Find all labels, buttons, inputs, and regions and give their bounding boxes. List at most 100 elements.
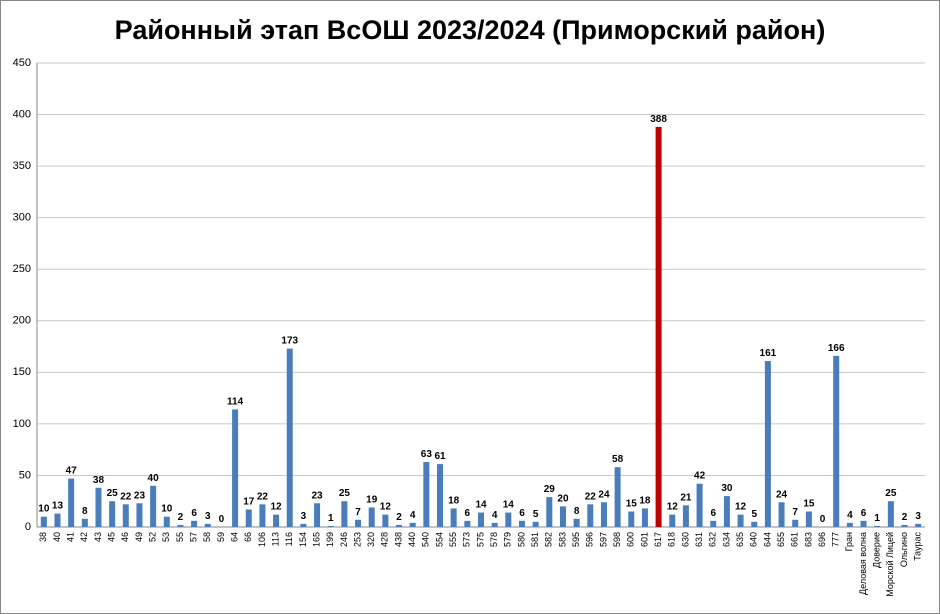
value-label: 29	[544, 484, 556, 495]
value-label: 20	[557, 493, 569, 504]
value-label: 3	[301, 511, 307, 522]
value-label: 23	[134, 490, 146, 501]
value-label: 23	[311, 490, 323, 501]
value-label: 22	[120, 491, 132, 502]
bar	[600, 502, 607, 527]
value-label: 6	[861, 508, 867, 519]
value-label: 166	[828, 343, 845, 354]
value-label: 3	[915, 511, 921, 522]
x-tick-label: 428	[380, 532, 390, 547]
value-label: 15	[626, 499, 638, 510]
value-label: 17	[243, 496, 255, 507]
bar	[163, 516, 170, 527]
x-tick-label: 578	[489, 532, 499, 547]
x-tick-label: Таурас	[913, 532, 923, 561]
bar	[122, 504, 129, 527]
value-label: 42	[694, 471, 706, 482]
bar	[437, 464, 444, 527]
bar	[491, 522, 498, 527]
bar	[723, 496, 730, 527]
x-tick-label: 540	[421, 532, 431, 547]
value-label: 25	[885, 488, 897, 499]
x-tick-label: 53	[161, 532, 171, 542]
x-tick-label: 596	[585, 532, 595, 547]
value-label: 173	[281, 336, 298, 347]
bar	[450, 508, 457, 527]
value-label: 8	[574, 506, 580, 517]
value-label: 12	[667, 502, 679, 513]
x-tick-label: 45	[107, 532, 117, 542]
value-label: 63	[421, 449, 433, 460]
bar	[232, 409, 239, 527]
x-tick-label: 41	[66, 532, 76, 542]
bar	[901, 524, 908, 527]
x-tick-label: 52	[147, 532, 157, 542]
x-tick-label: 246	[339, 532, 349, 547]
bar	[81, 518, 88, 527]
x-tick-label: 116	[284, 532, 294, 546]
bar	[778, 502, 785, 527]
x-tick-label: 661	[790, 532, 800, 547]
value-label: 30	[721, 483, 733, 494]
value-label: 0	[820, 514, 826, 525]
value-label: 6	[710, 508, 716, 519]
value-label: 38	[93, 475, 105, 486]
x-tick-label: 64	[229, 532, 239, 542]
x-tick-label: 199	[325, 532, 335, 547]
x-tick-label: 43	[93, 532, 103, 542]
bar	[682, 505, 689, 527]
y-tick-label: 300	[13, 212, 31, 224]
value-label: 6	[191, 508, 197, 519]
x-tick-label: 440	[407, 532, 417, 547]
bar	[204, 523, 211, 527]
value-label: 6	[465, 508, 471, 519]
x-tick-label: 106	[257, 532, 267, 547]
x-tick-label: 113	[270, 532, 280, 546]
bar	[368, 507, 375, 527]
x-tick-label: 49	[134, 532, 144, 542]
value-label: 12	[271, 502, 283, 513]
x-tick-label: 581	[530, 532, 540, 547]
bar	[614, 467, 621, 527]
x-tick-label: 583	[557, 532, 567, 547]
value-label: 2	[178, 512, 184, 523]
value-label: 10	[38, 504, 50, 515]
value-label: 7	[355, 507, 361, 518]
value-label: 0	[219, 514, 225, 525]
y-tick-label: 350	[13, 160, 31, 172]
value-label: 4	[492, 510, 498, 521]
x-tick-label: 582	[544, 532, 554, 547]
x-tick-label: 600	[626, 532, 636, 547]
x-tick-label: 46	[120, 532, 130, 542]
value-label: 22	[257, 491, 269, 502]
bar	[532, 521, 539, 527]
x-tick-label: 573	[462, 532, 472, 547]
value-label: 2	[396, 512, 402, 523]
value-label: 24	[776, 489, 788, 500]
x-tick-label: Доверие	[872, 532, 882, 568]
bar	[259, 504, 266, 527]
value-label: 12	[380, 502, 392, 513]
bar	[505, 512, 512, 527]
bar	[477, 512, 485, 527]
value-label: 114	[227, 396, 244, 407]
value-label: 14	[503, 500, 515, 511]
value-label: 15	[803, 499, 815, 510]
bar	[587, 504, 594, 527]
bar	[874, 525, 881, 527]
bar	[68, 478, 75, 527]
bar	[314, 503, 321, 527]
x-tick-label: 632	[708, 532, 718, 547]
y-tick-label: 50	[19, 469, 31, 481]
y-tick-label: 150	[13, 366, 31, 378]
value-label: 25	[339, 488, 351, 499]
x-tick-label: 631	[694, 532, 704, 547]
bar	[655, 126, 662, 527]
value-label: 61	[434, 451, 446, 462]
value-label: 18	[639, 495, 651, 506]
bar	[833, 355, 840, 527]
bar	[423, 462, 430, 527]
value-label: 14	[475, 500, 487, 511]
x-tick-label: 55	[175, 532, 185, 542]
